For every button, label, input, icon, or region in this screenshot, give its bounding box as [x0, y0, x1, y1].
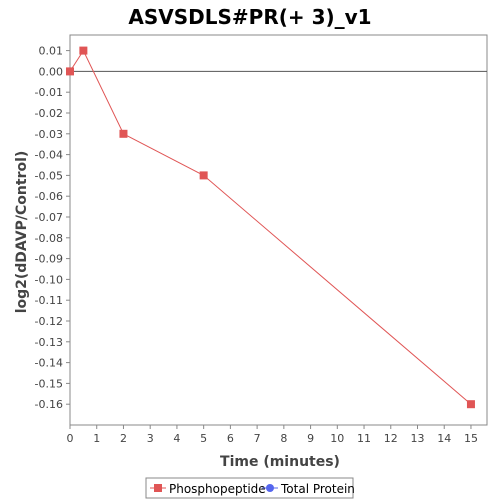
x-tick-label: 12: [384, 432, 398, 445]
y-tick-label: -0.12: [35, 315, 63, 328]
legend-item-phosphopeptide: Phosphopeptide: [150, 482, 266, 496]
series-layer: [66, 46, 475, 409]
y-tick-label: -0.15: [35, 377, 63, 390]
x-tick-label: 8: [280, 432, 287, 445]
x-tick-label: 2: [120, 432, 127, 445]
y-tick-label: 0.00: [39, 65, 64, 78]
y-tick-label: -0.16: [35, 398, 63, 411]
x-tick-label: 6: [227, 432, 234, 445]
y-tick-label: -0.02: [35, 107, 63, 120]
x-tick-label: 1: [93, 432, 100, 445]
plot-area: [69, 34, 488, 426]
data-point: [79, 46, 88, 55]
x-tick-label: 7: [254, 432, 261, 445]
y-tick-label: -0.10: [35, 273, 63, 286]
legend-frame: [145, 477, 354, 499]
y-tick-label: -0.05: [35, 169, 63, 182]
y-tick-label: -0.14: [35, 357, 63, 370]
x-tick-label: 11: [357, 432, 371, 445]
legend-marker-square: [154, 484, 162, 492]
x-tick-label: 15: [464, 432, 478, 445]
y-tick-label: -0.09: [35, 253, 63, 266]
legend-marker-circle: [266, 484, 274, 492]
plot-frame: [69, 34, 488, 426]
legend: Phosphopeptide Total Protein: [145, 477, 355, 499]
legend-label-total-protein: Total Protein: [280, 482, 355, 496]
y-tick-label: -0.08: [35, 232, 63, 245]
y-tick-label: 0.01: [39, 45, 64, 58]
legend-label-phosphopeptide: Phosphopeptide: [169, 482, 266, 496]
data-point: [119, 129, 128, 138]
y-tick-label: -0.11: [35, 294, 63, 307]
y-tick-label: -0.04: [35, 149, 63, 162]
y-tick-label: -0.07: [35, 211, 63, 224]
y-axis: 0.01 0.00 -0.01 -0.02 -0.03 -0.04 -0.05 -0.06 -0…: [35, 45, 70, 411]
y-tick-label: -0.13: [35, 336, 63, 349]
y-tick-label: -0.06: [35, 190, 63, 203]
data-point: [66, 67, 74, 76]
legend-item-total-protein: Total Protein: [262, 482, 355, 496]
y-tick-label: -0.01: [35, 86, 63, 99]
x-tick-label: 3: [147, 432, 154, 445]
x-tick-label: 9: [307, 432, 314, 445]
x-tick-label: 13: [411, 432, 425, 445]
data-point: [466, 400, 475, 409]
y-axis-label: log2(dDAVP/Control): [14, 151, 30, 314]
x-tick-label: 0: [67, 432, 74, 445]
chart-title: ASVSDLS#PR(+ 3)_v1: [128, 5, 371, 29]
x-tick-label: 4: [173, 432, 180, 445]
x-axis-label: Time (minutes): [220, 454, 340, 470]
data-point: [199, 171, 208, 180]
x-tick-label: 10: [330, 432, 344, 445]
x-tick-label: 5: [200, 432, 207, 445]
y-tick-label: -0.03: [35, 128, 63, 141]
x-tick-label: 14: [437, 432, 451, 445]
x-axis: 0 1 2 3 4 5 6 7 8 9 10 11 12 13 14 15: [67, 425, 478, 445]
